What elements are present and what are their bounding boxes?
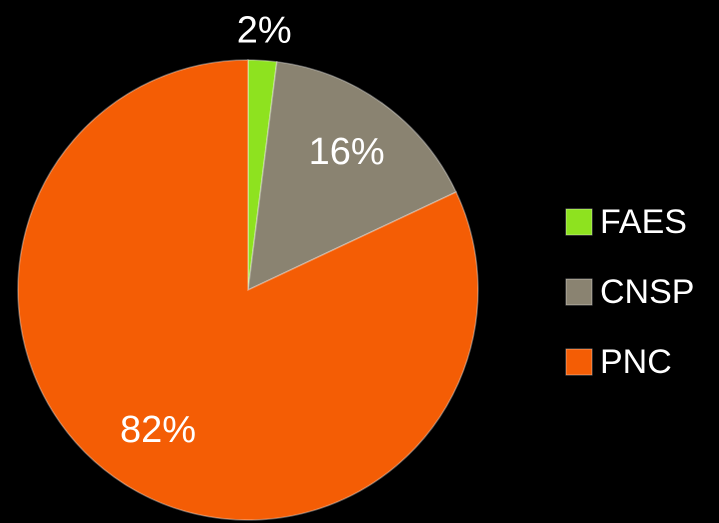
legend-label: CNSP: [600, 273, 694, 311]
data-label: 16%: [309, 131, 385, 173]
legend-swatch: [565, 278, 593, 306]
data-label: 2%: [237, 10, 292, 52]
legend-label: FAES: [600, 203, 687, 241]
data-label: 82%: [120, 409, 196, 451]
pie-slice: [17, 59, 479, 521]
legend-label: PNC: [600, 343, 672, 381]
pie-slice: [247, 59, 278, 291]
pie-slice: [247, 60, 458, 292]
legend-swatch: [565, 348, 593, 376]
legend-swatch: [565, 208, 593, 236]
